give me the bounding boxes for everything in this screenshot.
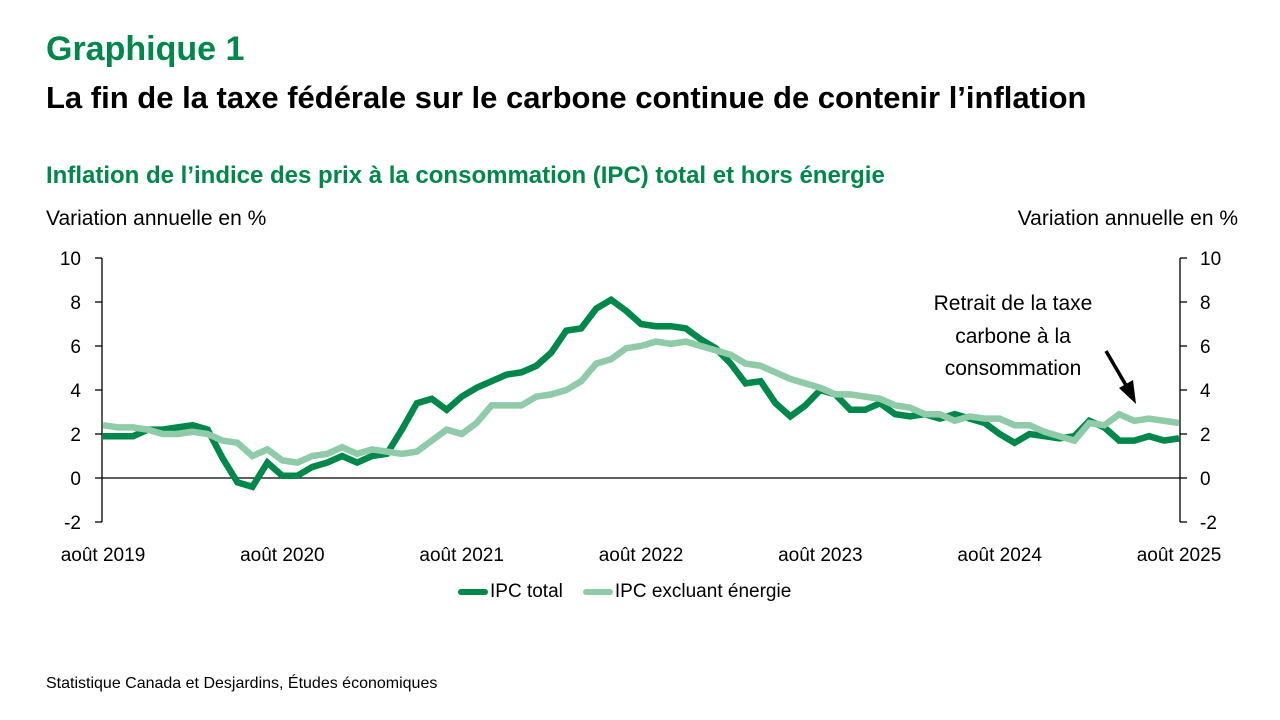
y-tick-label-right: -2 [1200, 513, 1217, 534]
annotation: Retrait de la taxe carbone à la consomma… [934, 292, 1136, 404]
y-tick-label-left: 8 [70, 293, 81, 314]
chart-title: Inflation de l’indice des prix à la cons… [46, 162, 885, 189]
y-axis-left-label: Variation annuelle en % [46, 207, 267, 230]
annotation-line-1: Retrait de la taxe [934, 292, 1093, 315]
y-tick-label-right: 8 [1200, 293, 1211, 314]
y-tick-label-left: -2 [64, 513, 81, 534]
y-tick-label-right: 6 [1200, 337, 1211, 358]
series-line-ipc-excl-energy [102, 338, 1180, 466]
x-tick-label: août 2025 [1137, 545, 1222, 566]
legend-swatch-excl-energy [582, 589, 613, 595]
y-tick-label-right: 10 [1200, 249, 1221, 270]
legend-label-total: IPC total [490, 581, 563, 602]
annotation-arrow-icon [1104, 350, 1136, 404]
y-tick-label-left: 0 [70, 469, 81, 490]
source-note: Statistique Canada et Desjardins, Études… [46, 675, 438, 692]
x-tick-label: août 2023 [778, 545, 863, 566]
legend-swatch-total [458, 589, 488, 595]
x-tick-label: août 2020 [240, 545, 325, 566]
y-tick-label-right: 2 [1200, 425, 1211, 446]
series-line-ipc-total [103, 295, 1180, 491]
x-tick-label: août 2024 [957, 545, 1042, 566]
legend-item-excl-energy: IPC excluant énergie [582, 581, 792, 603]
y-tick-label-right: 4 [1200, 381, 1211, 402]
axes: -2 -2 0 0 2 2 4 4 6 6 8 8 10 10 août 2019 août 2020 août… [60, 249, 1221, 566]
y-tick-label-right: 0 [1200, 469, 1211, 490]
annotation-line-2: carbone à la [955, 325, 1071, 348]
series-layer [102, 295, 1180, 491]
x-tick-label: août 2019 [61, 545, 146, 566]
y-tick-label-left: 6 [70, 337, 81, 358]
y-axis-right-label: Variation annuelle en % [1017, 207, 1238, 230]
legend-item-total: IPC total [458, 581, 563, 603]
y-tick-label-left: 2 [70, 425, 81, 446]
x-tick-label: août 2022 [599, 545, 684, 566]
x-tick-label: août 2021 [419, 545, 504, 566]
figure-label: Graphique 1 [46, 30, 245, 68]
legend-label-excl-energy: IPC excluant énergie [614, 581, 792, 602]
y-tick-label-left: 10 [60, 249, 81, 270]
figure-title: La fin de la taxe fédérale sur le carbon… [46, 80, 1087, 115]
y-tick-label-left: 4 [70, 381, 81, 402]
legend: IPC total IPC excluant énergie [458, 581, 811, 603]
annotation-line-3: consommation [945, 357, 1082, 380]
